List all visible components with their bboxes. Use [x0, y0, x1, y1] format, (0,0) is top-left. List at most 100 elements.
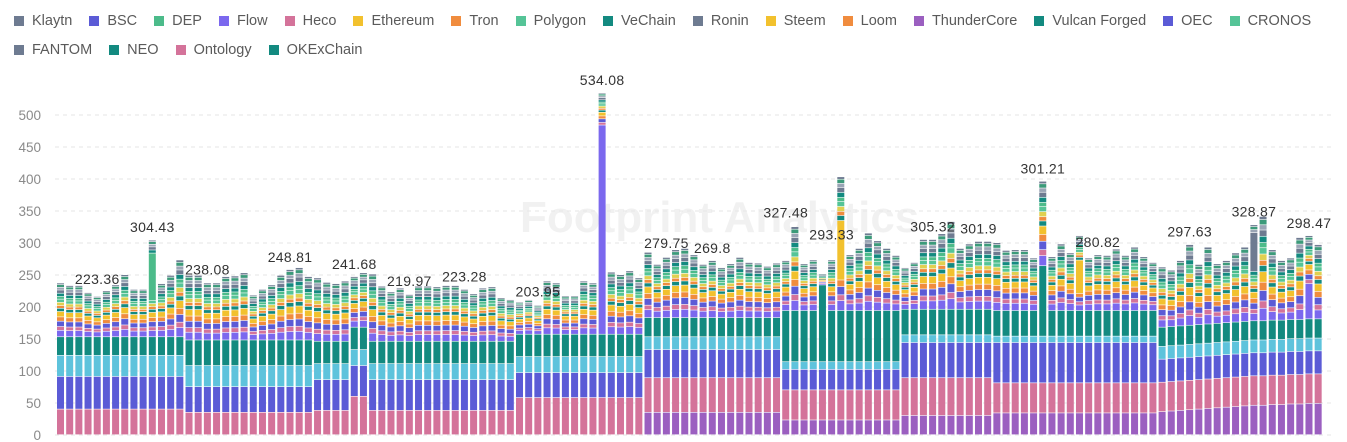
bar-segment-vechain[interactable]: [222, 340, 230, 366]
bar-segment-loom[interactable]: [66, 307, 74, 310]
bar-segment-vechain[interactable]: [369, 341, 377, 364]
bar-segment-thundercore[interactable]: [717, 412, 725, 435]
bar-segment-fantom[interactable]: [580, 285, 588, 288]
bar-segment-steem[interactable]: [1287, 280, 1295, 284]
bar-segment-flow[interactable]: [708, 311, 716, 318]
bar-segment-thundercore[interactable]: [736, 412, 744, 435]
bar-segment-flow[interactable]: [1112, 303, 1120, 311]
bar-segment-flow[interactable]: [598, 125, 606, 334]
bar-stack[interactable]: [258, 289, 266, 435]
bar-segment-ronin[interactable]: [975, 241, 982, 244]
bar-stack[interactable]: [580, 281, 588, 435]
bar-segment-tron[interactable]: [1158, 305, 1166, 310]
bar-segment-vechain[interactable]: [607, 334, 615, 357]
bar-segment-vulcan-forged[interactable]: [167, 304, 175, 308]
bar-segment-ethereum[interactable]: [672, 285, 680, 293]
bar-segment-loom[interactable]: [1213, 289, 1221, 292]
bar-segment-ronin[interactable]: [415, 286, 423, 288]
bar-segment-vechain[interactable]: [112, 337, 120, 356]
bar-stack[interactable]: [378, 286, 386, 435]
bar-segment-heco[interactable]: [1277, 309, 1285, 313]
bar-segment-cronos[interactable]: [1296, 262, 1304, 267]
bar-segment-polygon[interactable]: [1176, 345, 1184, 358]
bar-segment-cronos[interactable]: [1048, 273, 1056, 276]
bar-segment-fantom[interactable]: [1195, 269, 1203, 272]
bar-segment-cronos[interactable]: [745, 279, 753, 283]
bar-segment-oec[interactable]: [323, 324, 331, 330]
bar-segment-bsc[interactable]: [1075, 342, 1083, 383]
bar-segment-cronos[interactable]: [901, 280, 909, 283]
bar-segment-dep[interactable]: [984, 258, 992, 262]
bar-segment-ontology[interactable]: [442, 410, 450, 435]
bar-segment-fantom[interactable]: [332, 288, 340, 291]
bar-segment-vulcan-forged[interactable]: [635, 304, 643, 308]
bar-segment-oec[interactable]: [956, 291, 964, 298]
bar-stack[interactable]: [589, 283, 597, 435]
bar-stack[interactable]: [818, 274, 826, 435]
bar-segment-flow[interactable]: [782, 304, 790, 311]
bar-segment-ontology[interactable]: [112, 409, 120, 435]
bar-segment-flow[interactable]: [396, 335, 404, 341]
bar-segment-klaytn[interactable]: [984, 250, 992, 255]
bar-segment-oec[interactable]: [506, 329, 514, 334]
bar-segment-vechain[interactable]: [616, 334, 624, 357]
bar-segment-bsc[interactable]: [662, 349, 670, 378]
bar-segment-steem[interactable]: [1048, 276, 1056, 280]
bar-segment-thundercore[interactable]: [1259, 405, 1267, 435]
bar-segment-oec[interactable]: [607, 316, 615, 323]
bar-segment-oec[interactable]: [763, 303, 771, 308]
bar-segment-ethereum[interactable]: [708, 291, 716, 297]
bar-segment-neo[interactable]: [1314, 259, 1322, 263]
legend-item-polygon[interactable]: Polygon: [515, 11, 586, 30]
bar-segment-steem[interactable]: [837, 206, 845, 212]
bar-segment-ontology[interactable]: [350, 396, 358, 435]
bar-segment-klaytn[interactable]: [580, 288, 588, 291]
bar-stack[interactable]: [1121, 255, 1129, 435]
bar-segment-steem[interactable]: [864, 261, 872, 266]
bar-segment-dep[interactable]: [277, 291, 285, 295]
bar-segment-loom[interactable]: [1039, 217, 1047, 221]
bar-segment-neo[interactable]: [1094, 265, 1102, 269]
bar-segment-bsc[interactable]: [460, 379, 468, 411]
bar-segment-vulcan-forged[interactable]: [1296, 276, 1304, 281]
bar-segment-heco[interactable]: [359, 317, 367, 321]
bar-segment-cronos[interactable]: [415, 303, 423, 306]
bar-segment-fantom[interactable]: [1287, 263, 1295, 266]
bar-segment-steem[interactable]: [268, 305, 276, 308]
bar-segment-dep[interactable]: [1213, 279, 1221, 282]
bar-segment-neo[interactable]: [277, 287, 285, 292]
bar-segment-steem[interactable]: [975, 266, 982, 270]
bar-segment-heco[interactable]: [975, 296, 982, 301]
bar-segment-polygon[interactable]: [1131, 336, 1139, 343]
bar-segment-thundercore[interactable]: [773, 412, 781, 435]
bar-segment-dep[interactable]: [1002, 265, 1010, 269]
bar-segment-bsc[interactable]: [571, 372, 579, 398]
bar-segment-vulcan-forged[interactable]: [525, 316, 533, 318]
bar-segment-vulcan-forged[interactable]: [773, 289, 781, 292]
bar-segment-steem[interactable]: [139, 306, 147, 310]
bar-segment-loom[interactable]: [1131, 274, 1139, 277]
bar-segment-ronin[interactable]: [1158, 267, 1166, 269]
bar-segment-ethereum[interactable]: [1222, 293, 1230, 300]
bar-segment-dep[interactable]: [1287, 273, 1295, 277]
bar-segment-bsc[interactable]: [736, 349, 744, 378]
bar-segment-polygon[interactable]: [424, 363, 432, 380]
bar-segment-polygon[interactable]: [497, 363, 505, 380]
bar-segment-heco[interactable]: [332, 330, 340, 335]
bar-segment-ontology[interactable]: [956, 378, 964, 416]
bar-segment-cronos[interactable]: [910, 276, 918, 280]
bar-segment-bsc[interactable]: [552, 372, 560, 398]
bar-segment-klaytn[interactable]: [1176, 269, 1184, 273]
bar-segment-oec[interactable]: [1020, 293, 1028, 299]
bar-segment-bsc[interactable]: [791, 369, 799, 390]
bar-segment-neo[interactable]: [644, 265, 652, 269]
bar-stack[interactable]: [433, 287, 441, 435]
bar-segment-ethereum[interactable]: [497, 321, 505, 325]
bar-segment-ronin[interactable]: [460, 289, 468, 291]
bar-segment-ronin[interactable]: [1277, 260, 1285, 263]
bar-segment-flow[interactable]: [479, 335, 487, 341]
bar-segment-bsc[interactable]: [561, 372, 569, 398]
bar-segment-klaytn[interactable]: [295, 277, 303, 282]
bar-stack[interactable]: [828, 260, 836, 435]
bar-segment-thundercore[interactable]: [1121, 413, 1129, 435]
